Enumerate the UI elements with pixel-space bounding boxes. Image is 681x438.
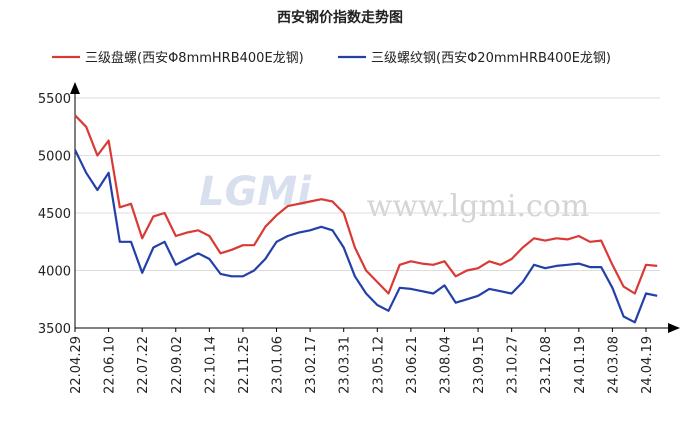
x-tick-label: 22.04.29: [69, 336, 84, 394]
chart-title: 西安钢价指数走势图: [277, 9, 403, 26]
watermark-logo: LGMi: [199, 169, 312, 215]
x-tick-label: 23.02.17: [304, 336, 319, 394]
x-axis-arrow: [668, 323, 680, 333]
legend-label: 三级盘螺(西安Φ8mmHRB400E龙钢): [85, 50, 304, 66]
x-tick-label: 24.03.08: [606, 336, 621, 394]
x-tick-label: 22.10.14: [203, 336, 218, 394]
series-line: [74, 149, 658, 324]
x-tick-label: 24.04.19: [640, 336, 655, 394]
y-tick-label: 5000: [38, 150, 71, 165]
x-tick-label: 23.08.04: [438, 336, 453, 394]
x-tick-label: 23.09.15: [472, 336, 487, 394]
y-axis-arrow: [70, 82, 80, 94]
legend-label: 三级螺纹钢(西安Φ20mmHRB400E龙钢): [371, 51, 611, 66]
x-tick-label: 23.10.27: [506, 336, 521, 394]
x-tick-label: 23.03.31: [338, 336, 353, 394]
series-line: [74, 114, 658, 295]
x-tick-label: 23.12.08: [539, 336, 554, 394]
x-tick-label: 23.01.06: [271, 336, 286, 394]
x-tick-label: 22.07.22: [136, 336, 151, 394]
y-tick-label: 4000: [38, 265, 71, 280]
x-tick-label: 22.11.25: [237, 336, 252, 394]
y-tick-label: 4500: [38, 207, 71, 222]
x-tick-label: 23.05.12: [371, 336, 386, 394]
watermark: www.lgmi.com: [367, 189, 590, 224]
x-tick-label: 23.06.21: [405, 336, 420, 394]
x-tick-label: 22.06.10: [103, 336, 118, 394]
x-tick-label: 22.09.02: [170, 336, 185, 394]
x-tick-label: 24.01.19: [573, 336, 588, 394]
y-tick-label: 3500: [38, 322, 71, 337]
y-tick-label: 5500: [38, 92, 71, 107]
